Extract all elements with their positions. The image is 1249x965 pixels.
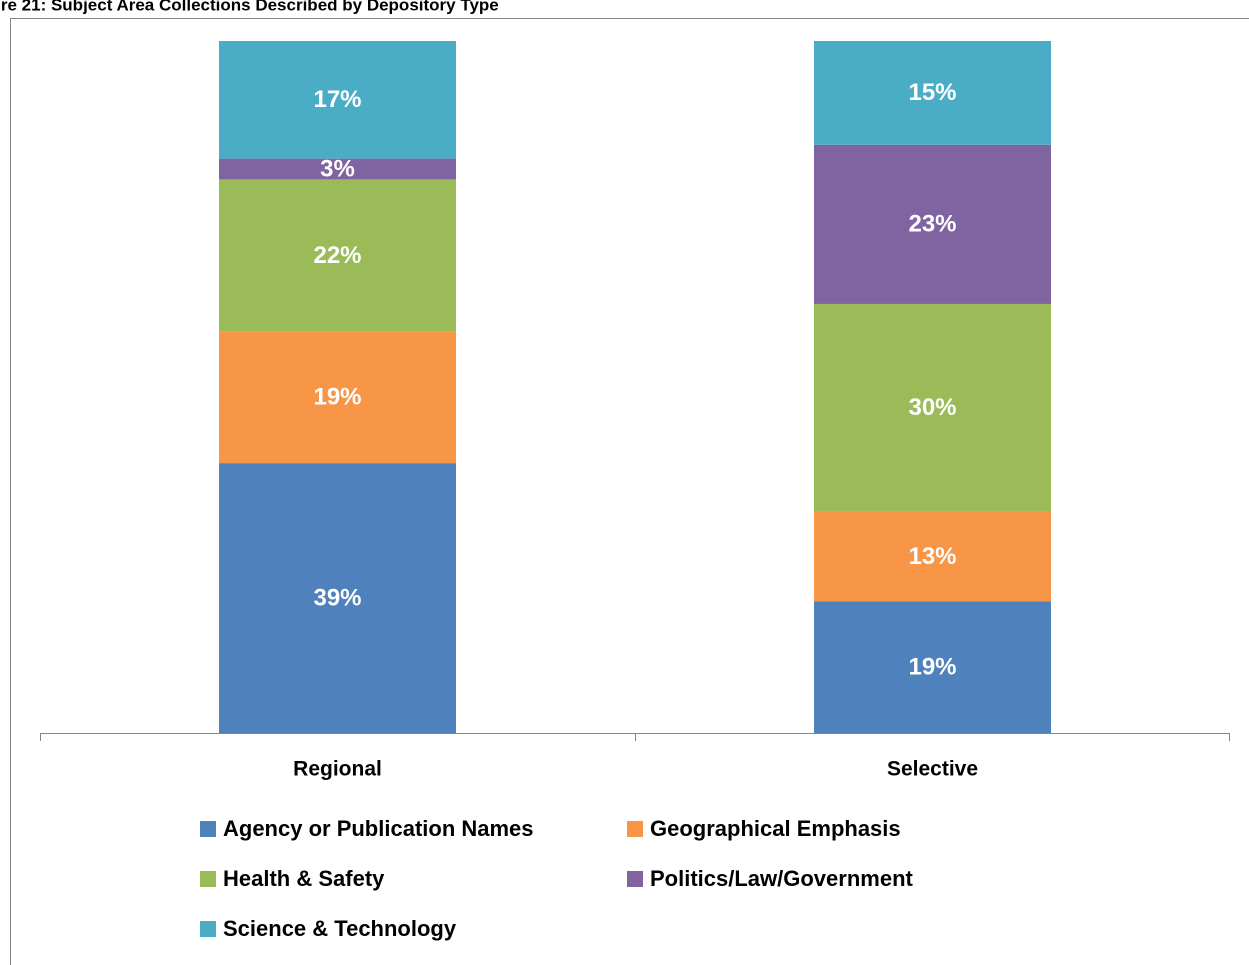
- legend-label: Agency or Publication Names: [223, 816, 534, 841]
- bar-segment: [814, 144, 1051, 304]
- data-label: 19%: [313, 384, 361, 411]
- bar-segment: [219, 463, 456, 733]
- legend-label: Geographical Emphasis: [650, 816, 901, 841]
- x-tick-label: Selective: [887, 758, 978, 781]
- data-label: 23%: [908, 211, 956, 238]
- bar-segment: [219, 179, 456, 332]
- legend-label: Politics/Law/Government: [650, 866, 914, 891]
- legend-swatch: [200, 871, 216, 887]
- x-tick-label: Regional: [293, 758, 382, 781]
- data-label: 30%: [908, 394, 956, 421]
- legend-swatch: [627, 871, 643, 887]
- bar-segment: [814, 303, 1051, 512]
- bar-segment: [219, 331, 456, 464]
- data-label: 3%: [320, 155, 355, 182]
- data-label: 13%: [908, 543, 956, 570]
- legend-swatch: [200, 921, 216, 937]
- legend-label: Health & Safety: [223, 866, 385, 891]
- bar-segment: [814, 601, 1051, 733]
- legend-swatch: [200, 821, 216, 837]
- bar-segment: [814, 511, 1051, 602]
- bar-segment: [814, 41, 1051, 145]
- legend-swatch: [627, 821, 643, 837]
- data-label: 19%: [908, 654, 956, 681]
- data-label: 22%: [313, 242, 361, 269]
- data-label: 17%: [313, 86, 361, 113]
- legend-label: Science & Technology: [223, 916, 457, 941]
- bar-segment: [219, 41, 456, 159]
- data-label: 15%: [908, 79, 956, 106]
- chart-title: Figure 21: Subject Area Collections Desc…: [0, 0, 499, 14]
- bar-segment: [219, 158, 456, 180]
- data-label: 39%: [313, 584, 361, 611]
